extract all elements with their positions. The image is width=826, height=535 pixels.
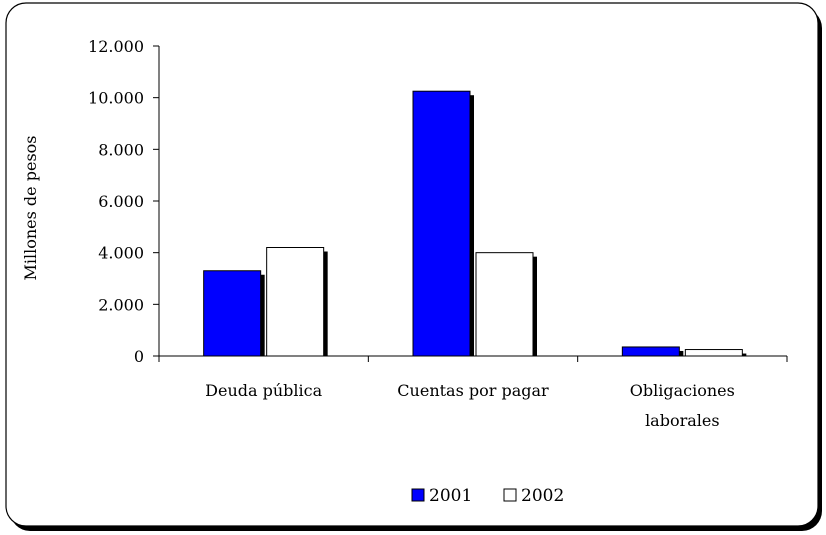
y-tick-label: 8.000 bbox=[98, 140, 144, 159]
bar-2002 bbox=[684, 349, 743, 357]
x-tick-label: Deuda pública bbox=[205, 381, 322, 400]
legend-swatch-2002 bbox=[503, 488, 517, 502]
bar-2001 bbox=[621, 346, 680, 357]
legend: 2001 2002 bbox=[411, 486, 564, 506]
bar-2002 bbox=[266, 247, 325, 357]
y-tick-label: 6.000 bbox=[98, 192, 144, 211]
chart-frame bbox=[5, 2, 819, 527]
bars bbox=[203, 90, 747, 357]
legend-swatch-2001 bbox=[411, 488, 425, 502]
bar-2001 bbox=[203, 270, 262, 357]
y-tick-label: 4.000 bbox=[98, 244, 144, 263]
legend-label-2002: 2002 bbox=[521, 486, 564, 506]
bar-2002 bbox=[475, 252, 534, 357]
y-tick-label: 0 bbox=[134, 347, 144, 366]
bar-2001 bbox=[412, 90, 471, 357]
x-tick-label: laborales bbox=[645, 411, 720, 430]
x-tick-label: Cuentas por pagar bbox=[397, 381, 549, 400]
y-tick-label: 2.000 bbox=[98, 295, 144, 314]
x-tick-label: Obligaciones bbox=[630, 381, 735, 400]
y-tick-label: 12.000 bbox=[88, 37, 144, 56]
tick-labels: 0 2.000 4.000 6.000 8.000 10.000 12.000 Deuda p… bbox=[88, 37, 735, 430]
y-axis-label: Millones de pesos bbox=[21, 136, 40, 281]
legend-label-2001: 2001 bbox=[429, 486, 472, 506]
y-tick-label: 10.000 bbox=[88, 89, 144, 108]
